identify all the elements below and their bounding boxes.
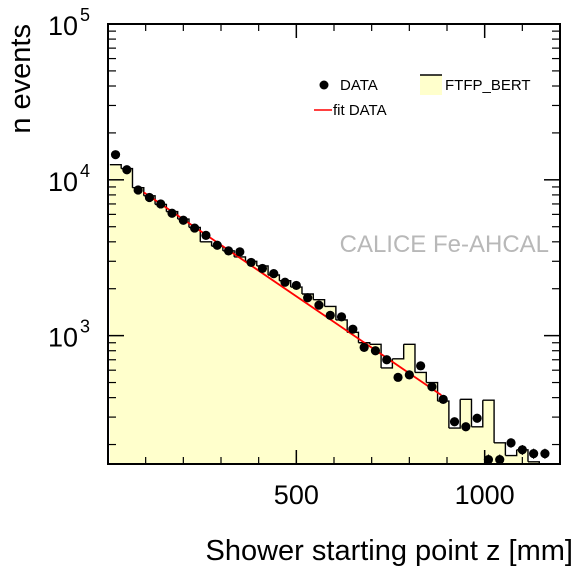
y-tick-label: 10 5 [48, 5, 90, 41]
data-point [257, 263, 268, 274]
data-point [144, 192, 155, 203]
legend-label-fit: fit DATA [333, 102, 387, 119]
data-point [201, 230, 211, 240]
legend-label-data: DATA [340, 77, 378, 94]
data-point [223, 246, 234, 256]
data-point [269, 269, 279, 279]
data-point [190, 223, 200, 233]
watermark-annotation: CALICE Fe-AHCAL [340, 231, 549, 258]
mc-histogram-bin [313, 299, 326, 307]
mc-histogram-bin [109, 164, 122, 169]
data-point [303, 293, 313, 303]
mc-histogram-bin [358, 342, 371, 345]
data-point [246, 257, 256, 268]
y-tick-label: 10 3 [48, 317, 90, 353]
mc-histogram-bin [369, 343, 382, 368]
data-point [110, 150, 121, 160]
x-tick-label: 1000 [455, 480, 515, 510]
data-point [495, 455, 505, 465]
y-tick-exponent: 5 [80, 5, 90, 25]
data-point [370, 346, 381, 356]
legend-label-mc: FTFP_BERT [445, 77, 531, 94]
data-point [506, 438, 516, 448]
data-point [167, 208, 177, 218]
data-point [449, 417, 460, 427]
mc-histogram-bin [448, 399, 461, 429]
data-point [472, 413, 482, 423]
mc-histogram-bin [392, 344, 405, 360]
legend-swatch-mc [420, 75, 442, 95]
legend-marker-data [319, 80, 329, 90]
data-point [438, 394, 448, 404]
data-points [110, 150, 550, 465]
mc-histogram-bin [460, 398, 473, 427]
data-point [348, 324, 358, 334]
data-point [156, 199, 166, 209]
y-axis-label: n events [5, 24, 37, 134]
y-tick-label: 10 4 [48, 161, 90, 197]
data-point [404, 370, 414, 380]
data-point [212, 240, 222, 250]
data-point [540, 448, 550, 459]
data-point [529, 448, 539, 459]
legend: DATA FTFP_BERT fit DATA [314, 74, 531, 119]
mc-histogram-bin [482, 399, 495, 443]
data-point [483, 455, 494, 465]
y-tick-exponent: 4 [80, 161, 90, 181]
data-point [178, 215, 188, 225]
mc-histogram-bin [471, 400, 484, 428]
data-point [291, 280, 301, 291]
data-point [133, 185, 143, 195]
data-point [359, 342, 369, 353]
data-point [280, 277, 290, 287]
data-point [122, 165, 132, 175]
mc-histogram-bin [494, 442, 507, 456]
x-tick-label: 500 [274, 480, 319, 510]
x-axis-label: Shower starting point z [mm] [206, 535, 573, 567]
data-point [461, 422, 471, 432]
data-point [325, 310, 335, 320]
mc-histogram-bin [414, 371, 427, 383]
data-point [393, 372, 403, 382]
data-point [416, 361, 426, 371]
data-point [382, 355, 392, 365]
data-point [336, 312, 347, 322]
mc-histogram-bin [403, 343, 416, 373]
data-point [314, 300, 324, 310]
mc-histogram-bin [200, 241, 213, 247]
data-point [517, 445, 527, 455]
data-point [235, 247, 245, 257]
mc-histogram-bin [505, 449, 518, 457]
y-tick-exponent: 3 [80, 317, 90, 337]
data-point [427, 382, 437, 392]
mc-histogram-bin [324, 305, 337, 320]
